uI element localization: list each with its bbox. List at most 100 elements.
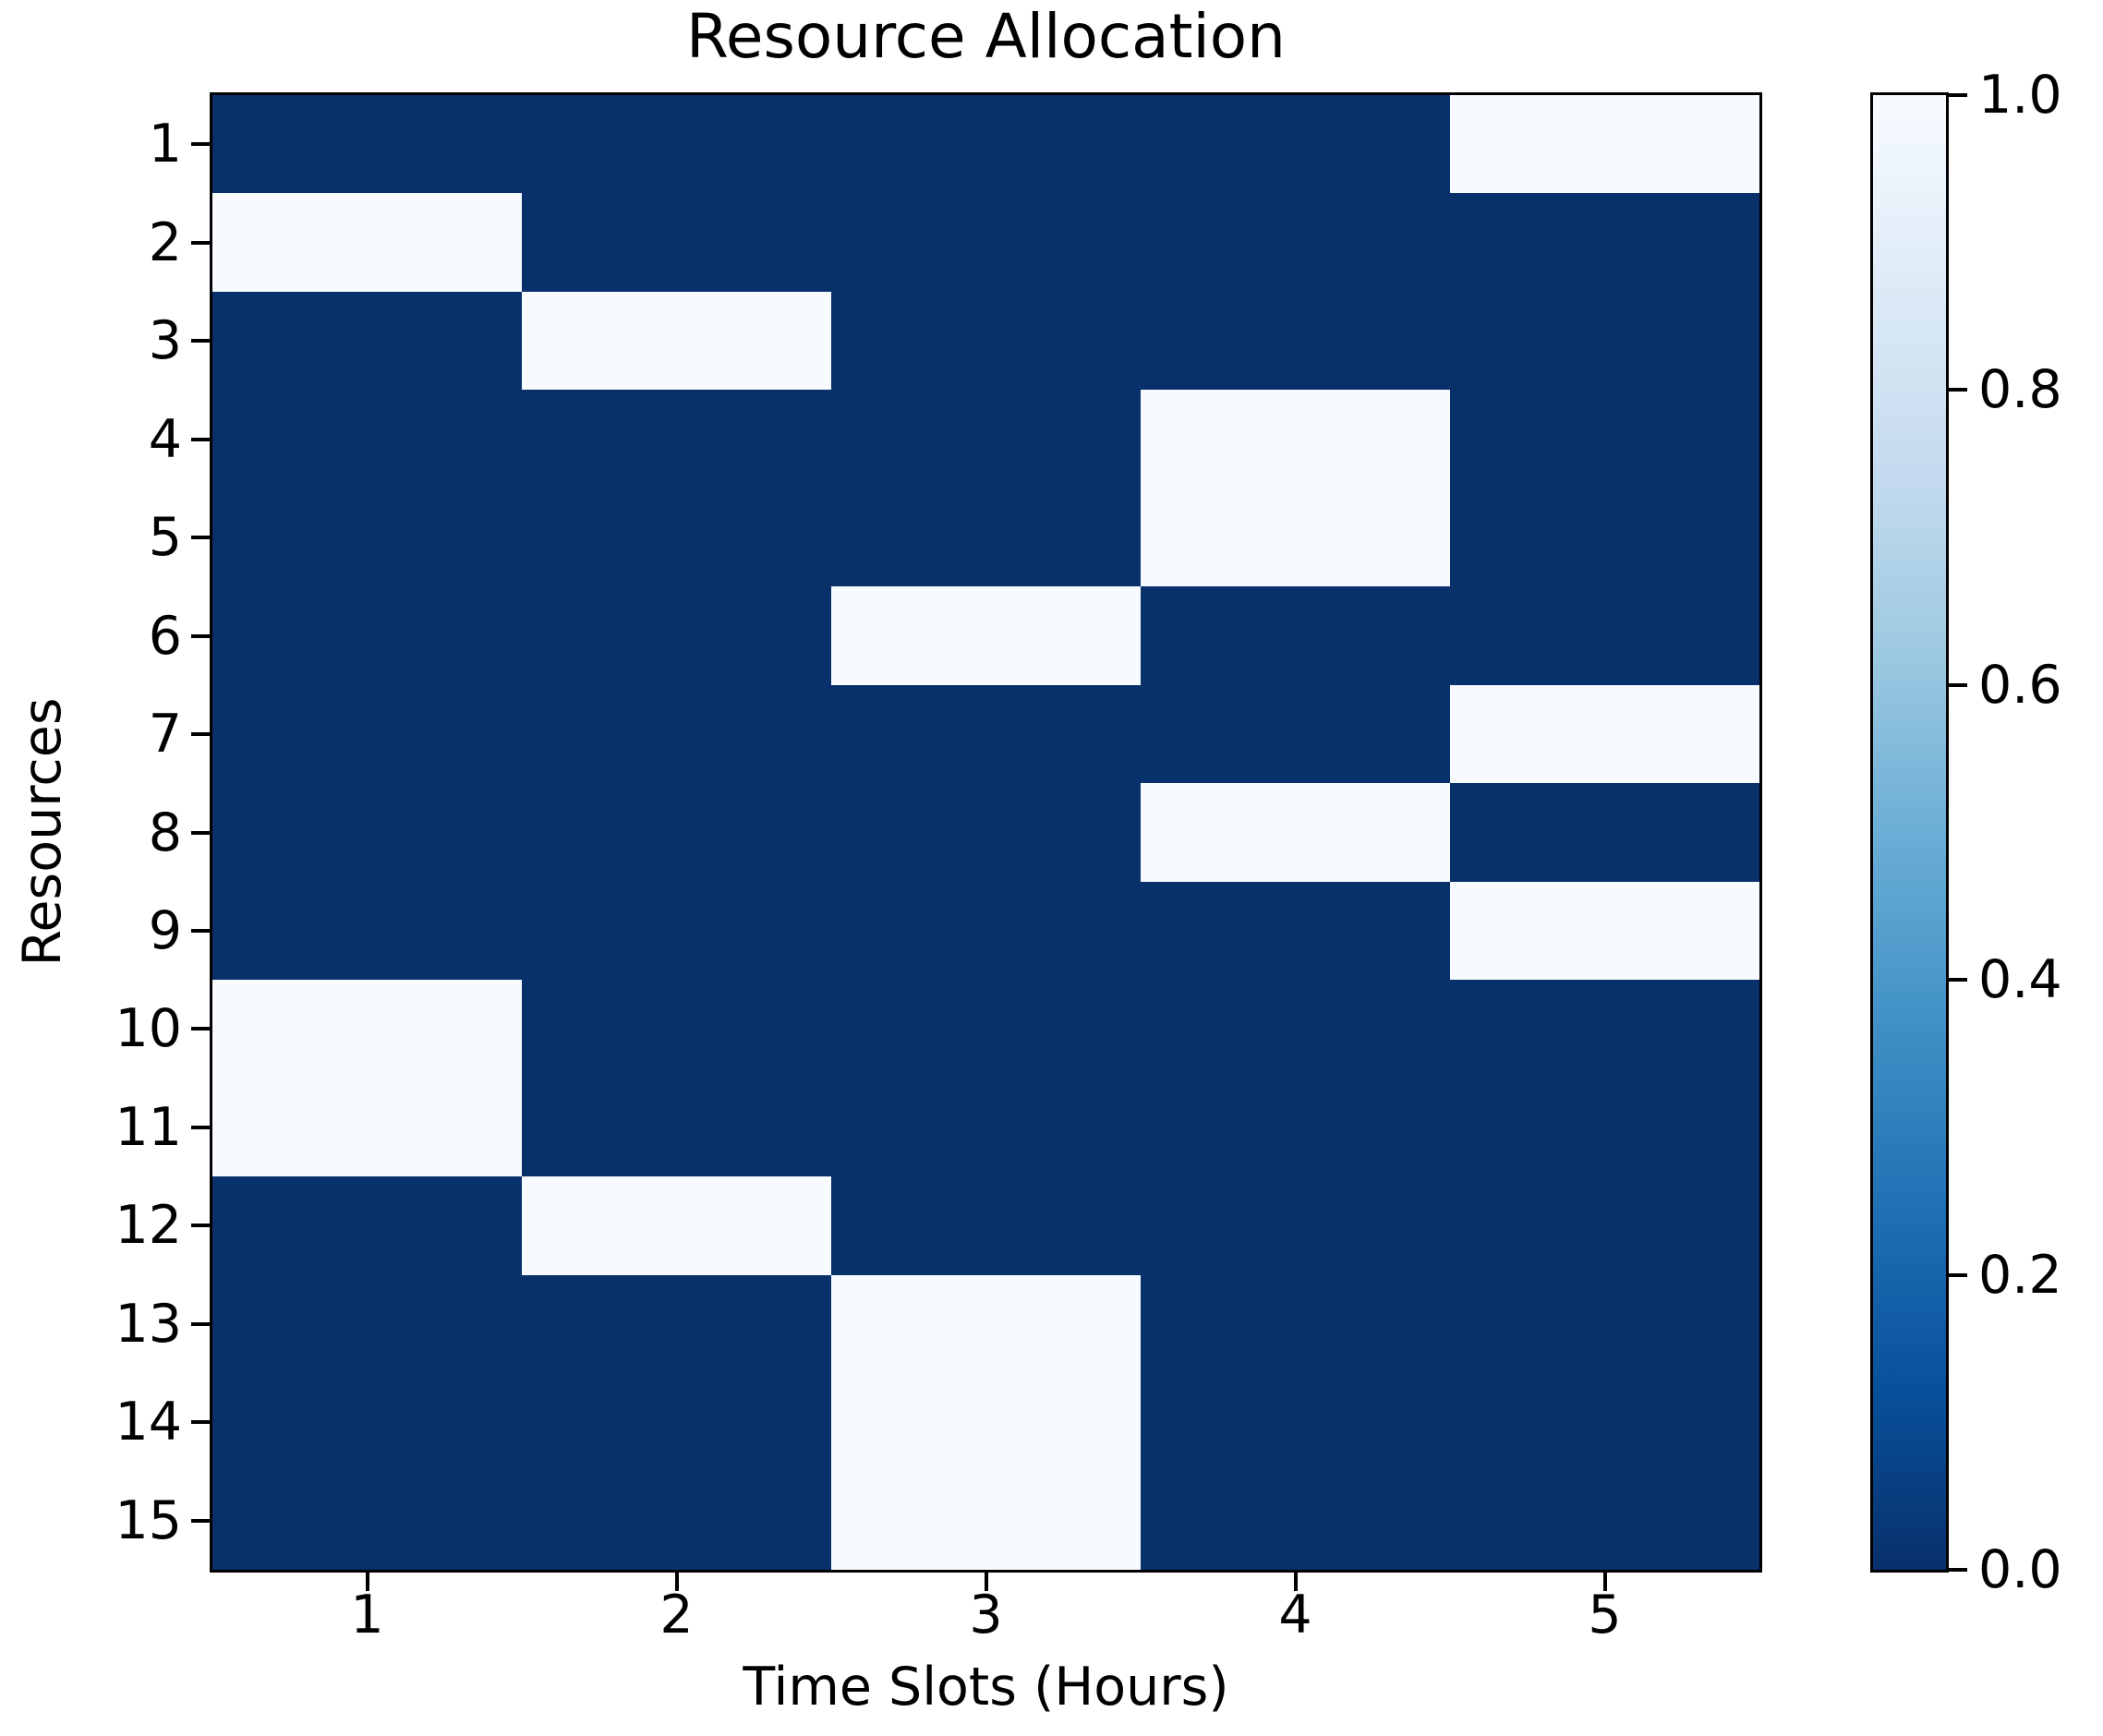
y-tick-label: 9 [148, 899, 182, 961]
y-tick-label: 8 [148, 802, 182, 863]
y-tick-label: 10 [115, 998, 182, 1060]
heatmap-cell [831, 586, 1141, 685]
y-tick-label: 14 [115, 1392, 182, 1453]
tick-mark [191, 1321, 210, 1326]
heatmap-cell [212, 1078, 522, 1177]
tick-mark [191, 1518, 210, 1523]
tick-mark [191, 633, 210, 638]
heatmap-cell [522, 1471, 831, 1570]
heatmap-cell [1141, 193, 1450, 292]
heatmap-cell [212, 783, 522, 882]
colorbar [1870, 92, 1949, 1573]
heatmap-cell [1141, 95, 1450, 194]
y-tick-label: 7 [148, 704, 182, 766]
heatmap-cell [212, 980, 522, 1079]
heatmap-cell [831, 291, 1141, 391]
tick-mark [191, 928, 210, 933]
heatmap-cell [831, 1176, 1141, 1275]
heatmap-cell [831, 1274, 1141, 1374]
heatmap-cell [1141, 1078, 1450, 1177]
heatmap-cell [522, 1078, 831, 1177]
y-tick-label: 12 [115, 1195, 182, 1257]
heatmap-cell [831, 390, 1141, 488]
heatmap-cell [522, 1373, 831, 1472]
colorbar-tick-label: 0.2 [1978, 1244, 2062, 1306]
heatmap-cell [1450, 95, 1759, 194]
tick-mark [191, 1125, 210, 1129]
x-tick-label: 2 [659, 1585, 694, 1646]
heatmap-cell [1450, 980, 1759, 1079]
heatmap-cell [522, 488, 831, 587]
heatmap-cell [831, 783, 1141, 882]
heatmap-cell [1141, 881, 1450, 981]
heatmap-cell [1450, 390, 1759, 488]
heatmap-cell [1141, 488, 1450, 587]
heatmap-cell [522, 980, 831, 1079]
heatmap-cell [1450, 586, 1759, 685]
tick-mark [191, 339, 210, 344]
tick-mark [984, 1573, 988, 1591]
tick-mark [191, 142, 210, 147]
colorbar-tick-label: 0.6 [1978, 654, 2062, 716]
y-tick-label: 15 [115, 1489, 182, 1551]
heatmap-cell [1141, 291, 1450, 391]
tick-mark [191, 830, 210, 835]
tick-mark [191, 1420, 210, 1425]
heatmap-cell [1141, 980, 1450, 1079]
heatmap-cell [212, 1471, 522, 1570]
tick-mark [1949, 388, 1967, 392]
y-tick-label: 3 [148, 310, 182, 372]
heatmap-cell [831, 193, 1141, 292]
heatmap-cell [1450, 488, 1759, 587]
y-tick-label: 13 [115, 1293, 182, 1355]
heatmap-cell [831, 1078, 1141, 1177]
heatmap-cell [522, 193, 831, 292]
y-tick-label: 2 [148, 211, 182, 273]
tick-mark [1293, 1573, 1298, 1591]
tick-mark [1949, 978, 1967, 983]
heatmap-cell [831, 1471, 1141, 1570]
heatmap-cell [1450, 881, 1759, 981]
tick-mark [191, 240, 210, 245]
y-tick-label: 4 [148, 408, 182, 470]
heatmap-cell [1141, 684, 1450, 784]
x-axis-label: Time Slots (Hours) [743, 1657, 1229, 1718]
heatmap-cell [522, 881, 831, 981]
heatmap-cell [831, 881, 1141, 981]
heatmap-cell [522, 95, 831, 194]
colorbar-tick-label: 1.0 [1978, 65, 2062, 126]
heatmap-cell [522, 1274, 831, 1374]
heatmap-cell [212, 1274, 522, 1374]
tick-mark [1949, 1272, 1967, 1277]
tick-mark [191, 1027, 210, 1031]
heatmap-cell [1450, 684, 1759, 784]
heatmap-cell [212, 390, 522, 488]
heatmap-cell [212, 881, 522, 981]
heatmap-cell [212, 684, 522, 784]
heatmap-cell [212, 291, 522, 391]
heatmap-cell [1450, 1373, 1759, 1472]
heatmap-cell [831, 980, 1141, 1079]
x-tick-label: 1 [350, 1585, 384, 1646]
heatmap-cell [1450, 193, 1759, 292]
tick-mark [1949, 93, 1967, 97]
heatmap-cell [1141, 1176, 1450, 1275]
heatmap-cell [1450, 1078, 1759, 1177]
heatmap-cell [1450, 1471, 1759, 1570]
tick-mark [674, 1573, 679, 1591]
colorbar-tick-label: 0.0 [1978, 1539, 2062, 1600]
heatmap-cell [1450, 1274, 1759, 1374]
heatmap-cell [212, 95, 522, 194]
heatmap-plot [210, 92, 1762, 1573]
heatmap-cell [522, 390, 831, 488]
heatmap-cell [831, 684, 1141, 784]
heatmap-cell [522, 586, 831, 685]
heatmap-cell [522, 783, 831, 882]
heatmap-cell [1450, 291, 1759, 391]
colorbar-tick-label: 0.8 [1978, 359, 2062, 421]
chart-title: Resource Allocation [685, 1, 1286, 72]
colorbar-tick-label: 0.4 [1978, 949, 2062, 1011]
heatmap-cell [831, 1373, 1141, 1472]
x-tick-label: 3 [969, 1585, 1003, 1646]
tick-mark [191, 1224, 210, 1228]
